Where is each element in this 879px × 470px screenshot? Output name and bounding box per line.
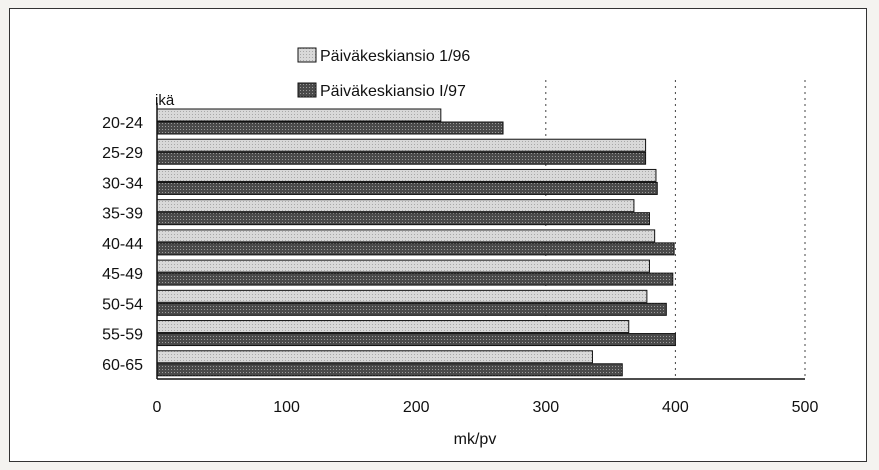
category-label-20-24: 20-24: [102, 115, 143, 132]
bar-30-34-series2: [156, 181, 658, 195]
bar-45-49-series1: [156, 259, 650, 273]
legend: Päiväkeskiansio 1/96 Päiväkeskiansio I/97: [297, 47, 470, 100]
bar-60-65-series2: [156, 363, 623, 377]
bar-55-59-series2: [156, 333, 676, 347]
category-label-35-39: 35-39: [102, 206, 143, 223]
category-label-40-44: 40-44: [102, 236, 143, 253]
category-label-45-49: 45-49: [102, 266, 143, 283]
bar-20-24-series1: [156, 108, 442, 122]
x-tick-label-300: 300: [532, 399, 559, 416]
x-tick-label-0: 0: [153, 399, 162, 416]
x-tick-label-400: 400: [662, 399, 689, 416]
bar-40-44-series1: [156, 229, 656, 243]
category-label-55-59: 55-59: [102, 327, 143, 344]
bar-35-39-series1: [156, 199, 635, 213]
legend-swatch-1: [297, 47, 317, 63]
x-axis-label: mk/pv: [454, 431, 497, 448]
legend-label-1: Päiväkeskiansio 1/96: [320, 48, 470, 65]
legend-swatch-2: [297, 82, 317, 98]
bar-45-49-series2: [156, 272, 674, 286]
category-label-30-34: 30-34: [102, 175, 143, 192]
x-tick-label-100: 100: [273, 399, 300, 416]
bar-20-24-series2: [156, 121, 504, 135]
bar-25-29-series2: [156, 151, 647, 165]
bar-25-29-series1: [156, 138, 647, 152]
y-axis-label: ikä: [155, 92, 175, 109]
axes: 20-24 25-29 30-34 35-39 40-44 45-49 50-54 55-59…: [102, 103, 818, 416]
legend-label-2: Päiväkeskiansio I/97: [320, 83, 466, 100]
bar-50-54-series2: [156, 302, 667, 316]
bar-55-59-series1: [156, 320, 630, 334]
category-label-60-65: 60-65: [102, 357, 143, 374]
bar-35-39-series2: [156, 212, 650, 226]
bar-40-44-series2: [156, 242, 675, 256]
bar-60-65-series1: [156, 350, 593, 364]
bars: [156, 108, 676, 377]
category-label-50-54: 50-54: [102, 296, 143, 313]
bar-50-54-series1: [156, 289, 648, 303]
x-tick-label-500: 500: [792, 399, 819, 416]
x-tick-label-200: 200: [403, 399, 430, 416]
bar-30-34-series1: [156, 168, 657, 182]
category-label-25-29: 25-29: [102, 145, 143, 162]
gridlines: [545, 80, 806, 379]
